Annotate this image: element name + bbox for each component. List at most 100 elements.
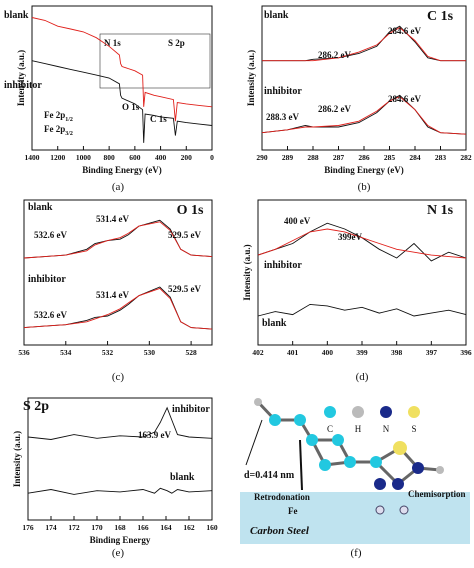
annotation-sub: 1/2 bbox=[65, 117, 73, 123]
panel-title: S 2p bbox=[23, 399, 49, 414]
annotation: 532.6 eV bbox=[34, 230, 67, 240]
x-tick-label: 528 bbox=[185, 348, 197, 357]
atoms bbox=[254, 398, 444, 515]
substrate bbox=[240, 492, 470, 544]
annotation-text: 529.5 eV bbox=[168, 284, 201, 294]
annotation: 529.5 eV bbox=[168, 230, 201, 240]
x-tick-label: 287 bbox=[333, 153, 345, 162]
bond-label: Chemisorption bbox=[408, 489, 466, 499]
annotation: 531.4 eV bbox=[96, 290, 129, 300]
legend-label: S bbox=[411, 424, 416, 434]
panel-caption: (d) bbox=[356, 371, 369, 383]
x-tick-label: 285 bbox=[384, 153, 396, 162]
annotation-text: Fe 2p bbox=[44, 110, 65, 120]
annotation: S 2p bbox=[168, 38, 185, 48]
spectrum-line bbox=[261, 94, 467, 135]
series-label: inhibitor bbox=[264, 260, 302, 271]
x-tick-label: 286 bbox=[358, 153, 370, 162]
annotation-text: 288.3 eV bbox=[266, 112, 299, 122]
inset-frame bbox=[99, 33, 211, 89]
annotation-text: 399eV bbox=[338, 232, 362, 242]
annotation: 531.4 eV bbox=[96, 214, 129, 224]
spectrum-line bbox=[31, 17, 213, 122]
distance-label: d=0.414 nm bbox=[244, 470, 295, 481]
annotation-text: 286.2 eV bbox=[318, 104, 351, 114]
annotation: 399eV bbox=[338, 232, 362, 242]
y-axis-label: Intensity (a.u.) bbox=[242, 244, 252, 300]
x-tick-label: 0 bbox=[210, 153, 214, 162]
annotation: 288.3 eV bbox=[266, 112, 299, 122]
x-tick-label: 400 bbox=[322, 348, 334, 357]
plot-frame bbox=[31, 5, 213, 151]
panel-caption: (c) bbox=[112, 371, 125, 383]
legend-swatch bbox=[408, 406, 420, 418]
x-tick-label: 168 bbox=[114, 523, 126, 532]
substrate-label: Carbon Steel bbox=[250, 525, 310, 537]
x-tick-label: 283 bbox=[435, 153, 447, 162]
series-label: inhibitor bbox=[264, 86, 302, 97]
panel-caption: (e) bbox=[112, 547, 125, 559]
x-tick-label: 160 bbox=[206, 523, 218, 532]
annotation-text: 532.6 eV bbox=[34, 230, 67, 240]
annotation: 163.9 eV bbox=[138, 430, 171, 440]
x-tick-label: 164 bbox=[160, 523, 172, 532]
annotation: Fe 2p1/2 bbox=[44, 110, 73, 123]
x-tick-label: 174 bbox=[45, 523, 57, 532]
annotation: 286.2 eV bbox=[318, 50, 351, 60]
y-axis-label: Intensity (a.u.) bbox=[246, 50, 256, 106]
annotation-text: 284.6 eV bbox=[388, 26, 421, 36]
series-label: blank bbox=[28, 202, 53, 213]
annotation-text: O 1s bbox=[122, 102, 140, 112]
x-tick-label: 166 bbox=[137, 523, 149, 532]
x-tick-label: 290 bbox=[256, 153, 268, 162]
annotation-text: C 1s bbox=[150, 114, 167, 124]
x-tick-label: 397 bbox=[426, 348, 438, 357]
atom-label: Fe bbox=[288, 506, 298, 516]
x-tick-label: 1400 bbox=[25, 153, 40, 162]
x-tick-label: 200 bbox=[181, 153, 193, 162]
x-tick-label: 399 bbox=[356, 348, 368, 357]
spectrum-line bbox=[27, 406, 213, 440]
panel-caption: (f) bbox=[351, 547, 362, 559]
x-axis-label: Binding Energy (eV) bbox=[324, 165, 404, 175]
annotation: 529.5 eV bbox=[168, 284, 201, 294]
panel-title: O 1s bbox=[177, 203, 204, 218]
x-tick-label: 1200 bbox=[50, 153, 65, 162]
x-tick-label: 398 bbox=[391, 348, 403, 357]
spectrum-line bbox=[261, 96, 467, 135]
annotation-text: N 1s bbox=[104, 38, 121, 48]
annotation: 286.2 eV bbox=[318, 104, 351, 114]
annotation: 284.6 eV bbox=[388, 94, 421, 104]
legend-swatch bbox=[380, 406, 392, 418]
x-tick-label: 532 bbox=[102, 348, 114, 357]
x-tick-label: 600 bbox=[129, 153, 141, 162]
x-tick-label: 162 bbox=[183, 523, 195, 532]
x-tick-label: 530 bbox=[144, 348, 156, 357]
panel-title: N 1s bbox=[427, 203, 454, 218]
annotation-text: Fe 2p bbox=[44, 124, 65, 134]
spectrum-line bbox=[27, 487, 213, 495]
x-tick-label: 170 bbox=[91, 523, 103, 532]
annotation: O 1s bbox=[122, 102, 140, 112]
series-label: blank bbox=[170, 472, 195, 483]
legend-swatch bbox=[324, 406, 336, 418]
x-tick-label: 176 bbox=[22, 523, 34, 532]
x-tick-label: 536 bbox=[18, 348, 30, 357]
spectrum-line bbox=[257, 303, 467, 317]
series-label: blank bbox=[262, 318, 287, 329]
x-tick-label: 282 bbox=[460, 153, 472, 162]
plot-frame bbox=[23, 199, 213, 346]
spectrum-line bbox=[257, 228, 467, 259]
series-label: inhibitor bbox=[172, 404, 210, 415]
panel-caption: (a) bbox=[112, 181, 125, 193]
annotation-text: 532.6 eV bbox=[34, 310, 67, 320]
annotation: 532.6 eV bbox=[34, 310, 67, 320]
annotation: 400 eV bbox=[284, 216, 311, 226]
series-label: blank bbox=[4, 10, 29, 21]
x-axis-label: Binding Energy bbox=[90, 535, 151, 545]
series-label: inhibitor bbox=[4, 80, 42, 91]
x-tick-label: 288 bbox=[307, 153, 319, 162]
legend-label: N bbox=[383, 424, 390, 434]
x-tick-label: 400 bbox=[155, 153, 167, 162]
